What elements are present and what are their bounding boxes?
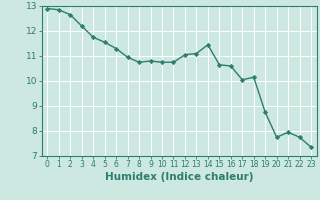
X-axis label: Humidex (Indice chaleur): Humidex (Indice chaleur) [105, 172, 253, 182]
